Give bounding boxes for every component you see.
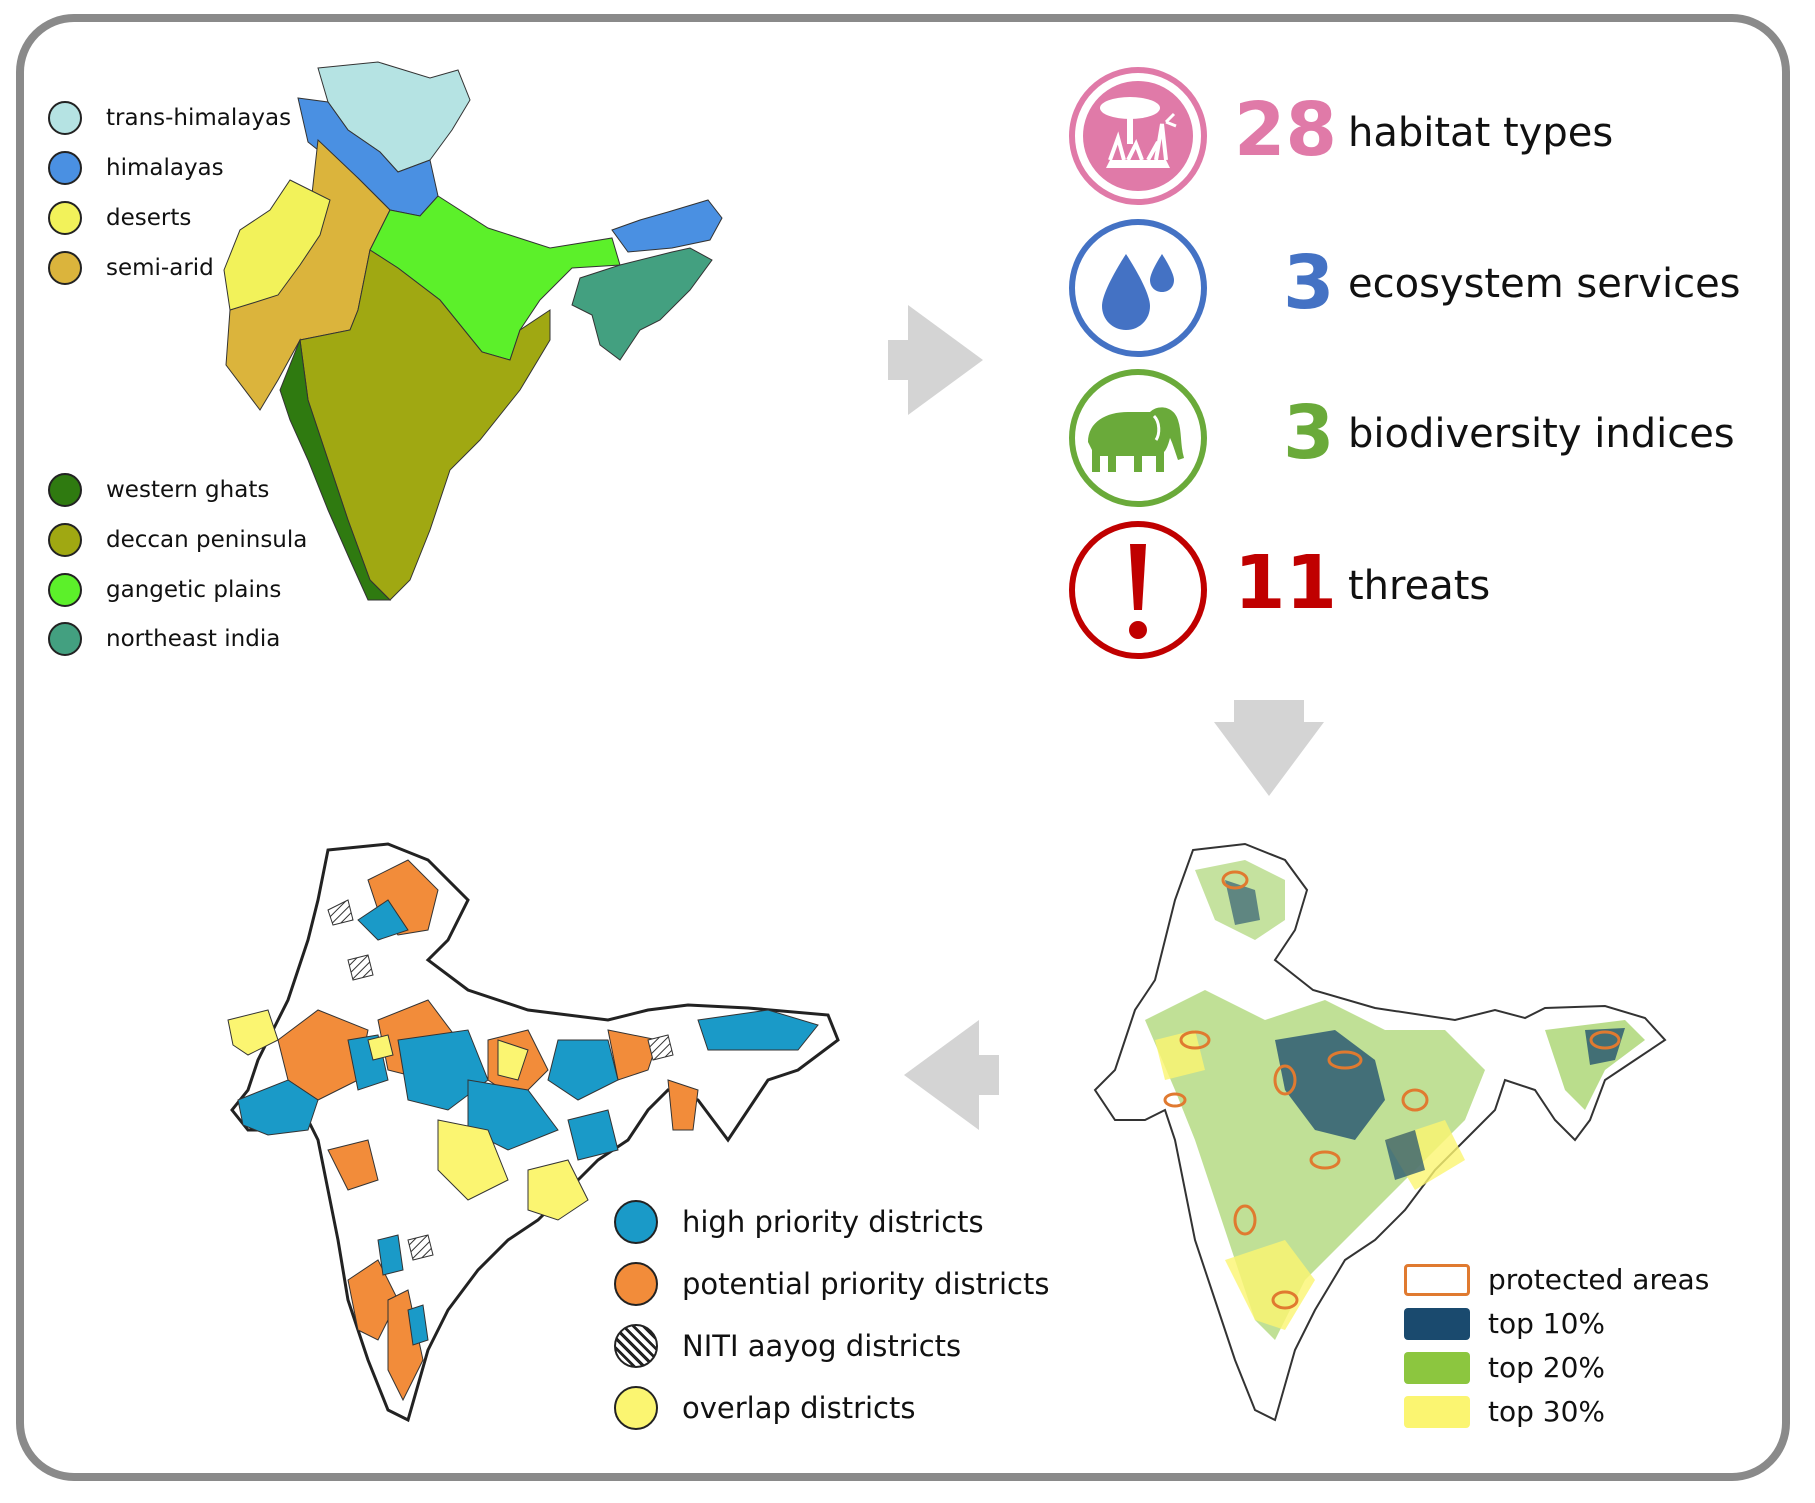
legend-label: himalayas bbox=[106, 155, 224, 181]
stat-value-ecosystem: 3 bbox=[1283, 240, 1335, 326]
region-western-ghats bbox=[279, 338, 392, 601]
stat-label-biodiversity: biodiversity indices bbox=[1348, 411, 1735, 457]
niti-aayog-districts bbox=[327, 899, 674, 1261]
legend-swatch bbox=[48, 523, 82, 557]
legend-label: northeast india bbox=[106, 626, 281, 652]
legend-item-northeast-india: northeast india bbox=[48, 622, 280, 656]
legend-label: top 10% bbox=[1488, 1307, 1606, 1340]
legend-swatch bbox=[48, 573, 82, 607]
legend-item-top-30: top 30% bbox=[1404, 1395, 1605, 1428]
legend-swatch bbox=[1404, 1263, 1470, 1296]
legend-swatch bbox=[614, 1386, 658, 1430]
legend-swatch bbox=[48, 473, 82, 507]
exclamation-icon bbox=[1069, 521, 1207, 659]
biogeographic-map bbox=[223, 61, 723, 601]
legend-item-western-ghats: western ghats bbox=[48, 473, 269, 507]
legend-swatch-hatched bbox=[614, 1324, 658, 1368]
region-northeast-india bbox=[571, 247, 713, 361]
stat-value-biodiversity: 3 bbox=[1283, 390, 1335, 476]
legend-item-top-10: top 10% bbox=[1404, 1307, 1605, 1340]
stat-label-ecosystem: ecosystem services bbox=[1348, 261, 1741, 307]
top-10-area-4 bbox=[1225, 880, 1260, 925]
legend-item-deserts: deserts bbox=[48, 201, 191, 235]
legend-item-gangetic-plains: gangetic plains bbox=[48, 573, 281, 607]
legend-label: high priority districts bbox=[682, 1205, 984, 1239]
districts-map bbox=[227, 842, 840, 1423]
legend-label: western ghats bbox=[106, 477, 270, 503]
legend-swatch bbox=[48, 151, 82, 185]
legend-item-semi-arid: semi-arid bbox=[48, 251, 214, 285]
protected-areas bbox=[1163, 870, 1621, 1310]
top-10-area bbox=[1275, 1030, 1385, 1140]
legend-swatch bbox=[1404, 1395, 1470, 1428]
legend-swatch bbox=[48, 101, 82, 135]
legend-swatch bbox=[48, 622, 82, 656]
legend-item-overlap: overlap districts bbox=[614, 1386, 915, 1430]
legend-label: gangetic plains bbox=[106, 577, 282, 603]
legend-label: overlap districts bbox=[682, 1391, 916, 1425]
stat-value-threats: 11 bbox=[1234, 540, 1337, 626]
legend-label: protected areas bbox=[1488, 1263, 1710, 1296]
legend-label: deserts bbox=[106, 205, 192, 231]
legend-item-himalayas: himalayas bbox=[48, 151, 224, 185]
elephant-icon bbox=[1069, 369, 1207, 507]
stat-label-threats: threats bbox=[1348, 563, 1491, 609]
legend-label: top 20% bbox=[1488, 1351, 1606, 1384]
legend-swatch bbox=[614, 1200, 658, 1244]
legend-label: trans-himalayas bbox=[106, 105, 292, 131]
tree-landscape-icon bbox=[1069, 67, 1207, 205]
legend-swatch bbox=[1404, 1351, 1470, 1384]
legend-item-deccan-peninsula: deccan peninsula bbox=[48, 523, 307, 557]
legend-label: NITI aayog districts bbox=[682, 1329, 962, 1363]
legend-item-protected-areas: protected areas bbox=[1404, 1263, 1709, 1296]
legend-item-niti-aayog: NITI aayog districts bbox=[614, 1324, 961, 1368]
stat-value-habitat: 28 bbox=[1234, 87, 1337, 173]
region-deserts bbox=[223, 179, 331, 311]
region-himalayas-east bbox=[611, 199, 723, 253]
priority-areas-map bbox=[1093, 842, 1667, 1422]
arrow-left-icon bbox=[904, 1020, 999, 1130]
legend-item-potential-priority: potential priority districts bbox=[614, 1262, 1049, 1306]
legend-label: top 30% bbox=[1488, 1395, 1606, 1428]
legend-label: potential priority districts bbox=[682, 1267, 1050, 1301]
legend-item-top-20: top 20% bbox=[1404, 1351, 1605, 1384]
overlap-districts bbox=[227, 1009, 589, 1221]
stat-label-habitat: habitat types bbox=[1348, 110, 1614, 156]
water-drops-icon bbox=[1069, 219, 1207, 357]
legend-item-trans-himalayas: trans-himalayas bbox=[48, 101, 291, 135]
legend-label: deccan peninsula bbox=[106, 527, 308, 553]
arrow-right-icon bbox=[888, 305, 983, 415]
arrow-down-icon bbox=[1214, 700, 1324, 796]
legend-swatch bbox=[1404, 1307, 1470, 1340]
legend-swatch bbox=[614, 1262, 658, 1306]
legend-item-high-priority: high priority districts bbox=[614, 1200, 984, 1244]
legend-swatch bbox=[48, 201, 82, 235]
top-10-area-2 bbox=[1385, 1130, 1425, 1180]
legend-label: semi-arid bbox=[106, 255, 214, 281]
legend-swatch bbox=[48, 251, 82, 285]
top-30-area-3 bbox=[1155, 1030, 1205, 1080]
